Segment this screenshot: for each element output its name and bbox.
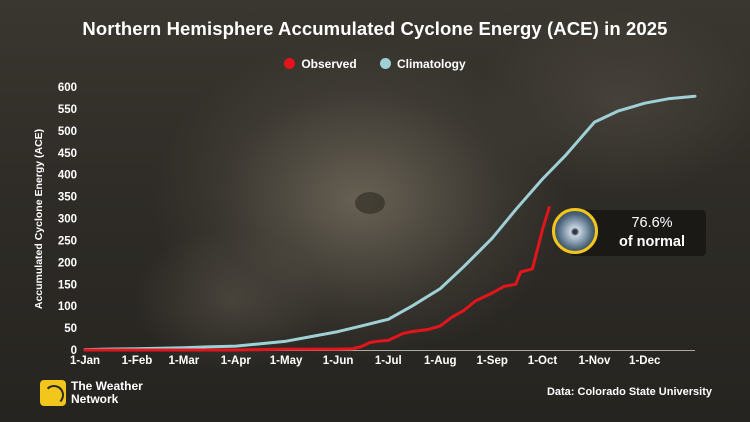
y-tick-label: 0 (71, 345, 77, 357)
y-tick-label: 250 (58, 235, 77, 247)
y-tick-label: 200 (58, 257, 77, 269)
x-axis-ticks: 1-Jan 1-Feb 1-Mar 1-Apr 1-May 1-Jun 1-Jul 1-Aug… (70, 355, 661, 367)
x-tick-label: 1-Aug (424, 355, 457, 367)
hurricane-thumbnail-icon (552, 208, 598, 254)
data-source: Data: Colorado State University (546, 386, 712, 398)
x-tick-label: 1-Dec (629, 355, 661, 367)
y-tick-label: 50 (64, 323, 77, 335)
weather-network-logo-icon (40, 380, 66, 406)
legend-swatch-observed (284, 58, 296, 69)
logo-line1: The Weather (71, 379, 143, 393)
y-tick-label: 600 (58, 82, 77, 94)
callout-percent: 76.6% (631, 215, 673, 231)
legend-label-climatology: Climatology (397, 57, 466, 71)
legend-item-observed: Observed (284, 57, 357, 71)
x-tick-label: 1-Oct (528, 355, 558, 367)
callout-label: of normal (618, 234, 686, 250)
x-tick-label: 1-Apr (221, 355, 252, 367)
x-tick-label: 1-Jun (323, 355, 354, 367)
logo-text: The Weather Network (71, 380, 181, 405)
y-axis-label: Accumulated Cyclone Energy (ACE) (33, 129, 45, 309)
y-tick-label: 550 (58, 104, 77, 116)
y-tick-label: 400 (58, 170, 77, 182)
y-tick-label: 100 (58, 301, 77, 313)
y-tick-label: 450 (58, 148, 77, 160)
x-tick-label: 1-May (270, 355, 303, 367)
x-tick-label: 1-Mar (169, 355, 200, 367)
chart-legend: Observed Climatology (0, 57, 750, 71)
chart-title: Northern Hemisphere Accumulated Cyclone … (82, 18, 668, 39)
x-tick-label: 1-Jan (70, 355, 100, 367)
x-tick-label: 1-Jul (375, 355, 402, 367)
y-tick-label: 350 (58, 192, 77, 204)
legend-item-climatology: Climatology (380, 57, 466, 71)
series-line-climatology (83, 94, 697, 352)
logo-line2: Network (71, 391, 119, 406)
y-tick-label: 500 (58, 126, 77, 138)
x-tick-label: 1-Nov (578, 355, 611, 367)
y-tick-label: 300 (58, 214, 77, 226)
y-tick-label: 150 (58, 279, 77, 291)
x-tick-label: 1-Sep (477, 355, 508, 367)
callout-text: 76.6% of normal (598, 214, 706, 252)
series-lines (83, 94, 697, 352)
series-line-observed (83, 206, 551, 352)
x-tick-label: 1-Feb (122, 355, 153, 367)
percent-of-normal-callout: 76.6% of normal (552, 208, 706, 256)
y-axis-ticks: 0 50 100 150 200 250 300 350 400 450 500 550 600 (58, 82, 77, 357)
legend-swatch-climatology (380, 58, 392, 69)
legend-label-observed: Observed (301, 57, 357, 71)
